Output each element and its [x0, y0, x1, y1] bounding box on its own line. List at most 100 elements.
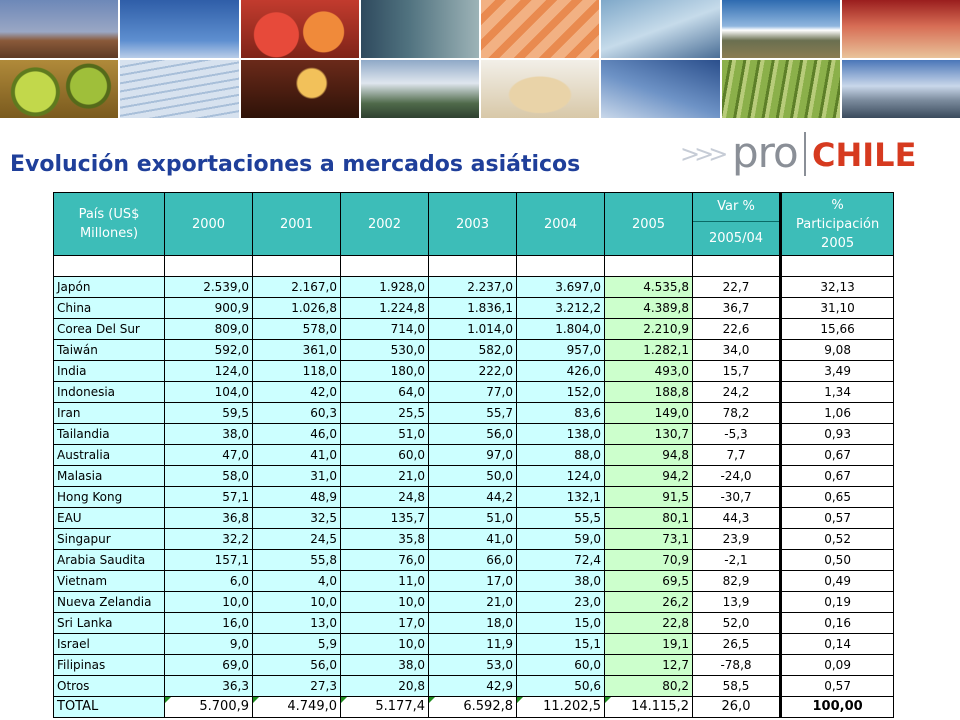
value-2002-cell: 51,0	[340, 423, 429, 445]
table-row: Japón 2.539,0 2.167,0 1.928,0 2.237,0 3.697,0…	[53, 276, 895, 298]
value-2000-cell: 104,0	[164, 381, 253, 403]
value-2000-cell: 157,1	[164, 549, 253, 571]
value-2001-cell: 10,0	[252, 591, 341, 613]
photo-salmon	[481, 0, 600, 58]
value-2005-cell: 26,2	[604, 591, 693, 613]
value-2002-cell: 35,8	[340, 528, 429, 550]
value-2005-cell: 70,9	[604, 549, 693, 571]
value-2005-cell: 4.389,8	[604, 297, 693, 319]
participation-percent-cell: 0,52	[779, 528, 895, 550]
photo-mountains	[0, 0, 119, 58]
value-2003-cell: 222,0	[428, 360, 517, 382]
value-2002-cell: 17,0	[340, 612, 429, 634]
total-participation-percent-cell: 100,00	[779, 696, 895, 718]
value-2000-cell: 47,0	[164, 444, 253, 466]
value-2001-cell: 5,9	[252, 633, 341, 655]
header-var-label: Var %	[693, 194, 778, 222]
value-2003-cell: 41,0	[428, 528, 517, 550]
value-2001-cell: 48,9	[252, 486, 341, 508]
participation-percent-cell: 0,14	[779, 633, 895, 655]
participation-percent-cell: 9,08	[779, 339, 895, 361]
value-2003-cell: 21,0	[428, 591, 517, 613]
participation-percent-cell: 31,10	[779, 297, 895, 319]
value-2004-cell: 132,1	[516, 486, 605, 508]
header-var: Var % 2005/04	[692, 192, 782, 256]
value-2002-cell: 10,0	[340, 591, 429, 613]
country-cell: Indonesia	[53, 381, 165, 403]
var-percent-cell: 26,5	[692, 633, 782, 655]
photo-code-screen	[120, 60, 239, 118]
value-2005-cell: 130,7	[604, 423, 693, 445]
country-cell: Australia	[53, 444, 165, 466]
country-cell: Otros	[53, 675, 165, 697]
photo-film-strip	[601, 60, 720, 118]
value-2001-cell: 2.167,0	[252, 276, 341, 298]
value-2000-cell: 59,5	[164, 402, 253, 424]
value-2003-cell: 66,0	[428, 549, 517, 571]
table-row: Singapur 32,2 24,5 35,8 41,0 59,0 73,1 23,9 0,52	[53, 528, 895, 550]
value-2005-cell: 188,8	[604, 381, 693, 403]
var-percent-cell: -5,3	[692, 423, 782, 445]
photo-apples	[240, 0, 359, 58]
header-2002: 2002	[340, 192, 429, 256]
value-2005-cell: 91,5	[604, 486, 693, 508]
value-2005-cell: 94,8	[604, 444, 693, 466]
header-country: País (US$ Millones)	[53, 192, 165, 256]
table-row: Indonesia 104,0 42,0 64,0 77,0 152,0 188,8 24,2…	[53, 381, 895, 403]
value-2000-cell: 36,8	[164, 507, 253, 529]
total-row: TOTAL 5.700,9 4.749,0 5.177,4 6.592,8 11.202,…	[53, 696, 895, 718]
var-percent-cell: -2,1	[692, 549, 782, 571]
var-percent-cell: 22,6	[692, 318, 782, 340]
value-2001-cell: 56,0	[252, 654, 341, 676]
country-cell: Japón	[53, 276, 165, 298]
var-percent-cell: 13,9	[692, 591, 782, 613]
cell-note-marker	[341, 697, 347, 703]
value-2000-cell: 9,0	[164, 633, 253, 655]
value-2000-cell: 38,0	[164, 423, 253, 445]
value-2003-cell: 53,0	[428, 654, 517, 676]
table-row: Hong Kong 57,1 48,9 24,8 44,2 132,1 91,5 -30,7 0…	[53, 486, 895, 508]
value-2004-cell: 124,0	[516, 465, 605, 487]
value-2004-cell: 60,0	[516, 654, 605, 676]
value-2005-cell: 80,1	[604, 507, 693, 529]
value-2003-cell: 56,0	[428, 423, 517, 445]
photo-wine	[841, 0, 960, 58]
header-var-period: 2005/04	[708, 231, 763, 246]
header-2001: 2001	[252, 192, 341, 256]
cell-note-marker	[517, 697, 523, 703]
value-2004-cell: 50,6	[516, 675, 605, 697]
value-2001-cell: 578,0	[252, 318, 341, 340]
header-participation: % Participación 2005	[779, 192, 895, 256]
table-row: Otros 36,3 27,3 20,8 42,9 50,6 80,2 58,5 0,57	[53, 675, 895, 697]
table-row: Corea Del Sur 809,0 578,0 714,0 1.014,0 1.804…	[53, 318, 895, 340]
value-2001-cell: 32,5	[252, 507, 341, 529]
table-row: Nueva Zelandia 10,0 10,0 10,0 21,0 23,0 26,2 13…	[53, 591, 895, 613]
table-row: Tailandia 38,0 46,0 51,0 56,0 138,0 130,7 -5,3 0…	[53, 423, 895, 445]
table-row: Vietnam 6,0 4,0 11,0 17,0 38,0 69,5 82,9 0,49	[53, 570, 895, 592]
photo-banner	[0, 0, 960, 118]
participation-percent-cell: 3,49	[779, 360, 895, 382]
var-percent-cell: -24,0	[692, 465, 782, 487]
value-2004-cell: 55,5	[516, 507, 605, 529]
value-2001-cell: 1.026,8	[252, 297, 341, 319]
var-percent-cell: 34,0	[692, 339, 782, 361]
exports-table: País (US$ Millones) 2000 2001 2002 2003 …	[53, 192, 895, 718]
value-2002-cell: 180,0	[340, 360, 429, 382]
value-2004-cell: 15,0	[516, 612, 605, 634]
logo-pro-text: pro	[732, 128, 799, 177]
participation-percent-cell: 1,34	[779, 381, 895, 403]
participation-percent-cell: 0,09	[779, 654, 895, 676]
country-cell: Hong Kong	[53, 486, 165, 508]
value-2002-cell: 10,0	[340, 633, 429, 655]
value-2003-cell: 50,0	[428, 465, 517, 487]
country-cell: EAU	[53, 507, 165, 529]
table-row: Arabia Saudita 157,1 55,8 76,0 66,0 72,4 70,9-…	[53, 549, 895, 571]
value-2003-cell: 97,0	[428, 444, 517, 466]
value-2002-cell: 135,7	[340, 507, 429, 529]
value-2004-cell: 152,0	[516, 381, 605, 403]
value-2005-cell: 69,5	[604, 570, 693, 592]
table-row: Iran 59,5 60,3 25,5 55,7 83,6 149,0 78,2 1,06	[53, 402, 895, 424]
participation-percent-cell: 0,19	[779, 591, 895, 613]
value-2005-cell: 12,7	[604, 654, 693, 676]
value-2003-cell: 55,7	[428, 402, 517, 424]
